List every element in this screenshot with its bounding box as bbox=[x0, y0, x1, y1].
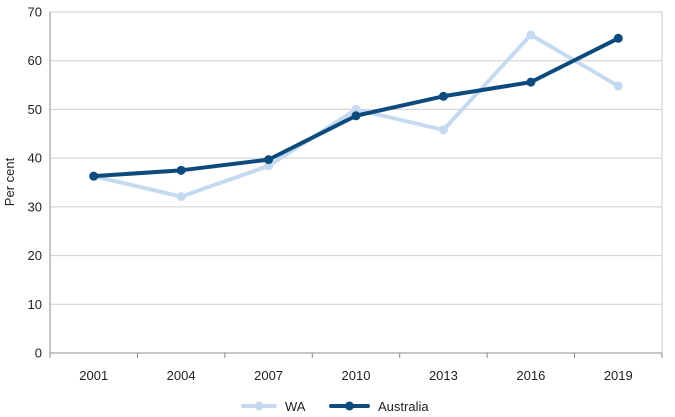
x-tick-label: 2013 bbox=[429, 368, 458, 383]
y-tick-label: 50 bbox=[28, 102, 42, 117]
legend-label: Australia bbox=[378, 399, 429, 414]
data-point bbox=[613, 81, 623, 91]
x-tick-label: 2004 bbox=[167, 368, 196, 383]
data-point bbox=[176, 192, 186, 202]
data-point bbox=[526, 77, 536, 87]
legend-item: Australia bbox=[329, 399, 429, 414]
data-point bbox=[264, 155, 274, 165]
y-tick-label: 10 bbox=[28, 297, 42, 312]
series-wa bbox=[89, 30, 623, 202]
x-tick-label: 2007 bbox=[254, 368, 283, 383]
data-point bbox=[264, 161, 274, 171]
legend-item: WA bbox=[241, 399, 306, 414]
data-point bbox=[438, 125, 448, 135]
data-point bbox=[89, 171, 99, 181]
y-axis-title: Per cent bbox=[2, 157, 17, 206]
x-tick-label: 2016 bbox=[516, 368, 545, 383]
data-point bbox=[351, 111, 361, 121]
y-tick-label: 70 bbox=[28, 5, 42, 20]
data-point bbox=[351, 104, 361, 114]
legend-label: WA bbox=[285, 399, 306, 414]
data-point bbox=[526, 30, 536, 40]
x-tick-label: 2019 bbox=[604, 368, 633, 383]
legend-swatch-marker bbox=[254, 401, 264, 411]
legend: WA Australia bbox=[241, 399, 429, 414]
y-tick-label: 20 bbox=[28, 248, 42, 263]
data-point bbox=[613, 33, 623, 43]
y-tick-label: 40 bbox=[28, 151, 42, 166]
y-axis: 0 10 20 30 40 50 60 70 bbox=[28, 5, 42, 361]
x-tick-label: 2010 bbox=[342, 368, 371, 383]
x-tick-label: 2001 bbox=[79, 368, 108, 383]
series-australia bbox=[89, 33, 623, 181]
y-tick-label: 0 bbox=[35, 346, 42, 361]
data-point bbox=[438, 91, 448, 101]
data-point bbox=[176, 165, 186, 175]
x-axis: 2001 2004 2007 2010 2013 2016 2019 bbox=[49, 12, 663, 383]
y-tick-label: 60 bbox=[28, 53, 42, 68]
y-tick-label: 30 bbox=[28, 199, 42, 214]
series-group bbox=[89, 30, 623, 202]
legend-swatch-marker bbox=[345, 401, 354, 411]
